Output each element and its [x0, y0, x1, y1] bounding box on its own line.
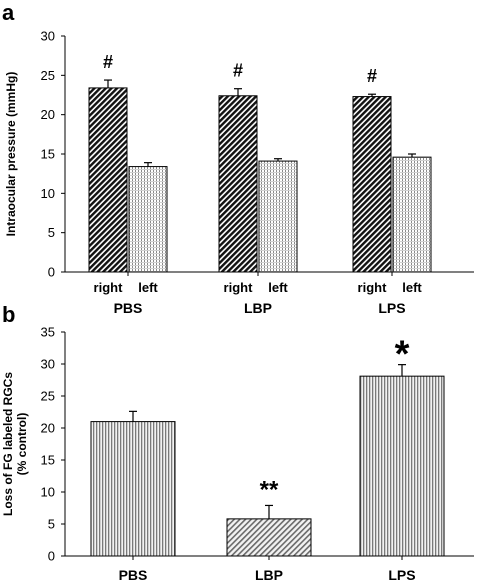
a-sublabel: left	[402, 280, 422, 295]
a-y-tick-label: 10	[41, 186, 55, 201]
a-y-axis-label: Intraocular pressure (mmHg)	[4, 72, 18, 237]
panel-b-letter: b	[2, 302, 15, 327]
b-bar	[226, 518, 312, 557]
b-significance-mark: *	[395, 334, 410, 376]
a-sublabel: right	[94, 280, 124, 295]
b-bar	[359, 375, 445, 557]
b-y-tick-label: 35	[41, 325, 55, 340]
b-y-tick-label: 15	[41, 453, 55, 468]
a-bar-left	[392, 156, 432, 273]
a-bar-right	[352, 96, 392, 273]
panel-a-letter: a	[2, 0, 15, 25]
b-bar	[90, 421, 176, 557]
a-sublabel: left	[138, 280, 158, 295]
a-significance-mark: #	[103, 52, 113, 72]
b-category-label: LPS	[388, 567, 415, 583]
a-y-tick-label: 5	[48, 225, 55, 240]
a-significance-mark: #	[367, 66, 377, 86]
a-sublabel: right	[358, 280, 388, 295]
a-y-tick-label: 0	[48, 265, 55, 280]
b-y-tick-label: 10	[41, 485, 55, 500]
a-sublabel: right	[224, 280, 254, 295]
a-significance-mark: #	[233, 61, 243, 81]
b-y-tick-label: 20	[41, 421, 55, 436]
panel-b-chart: 0 5 10 15 20 25 30 35 Loss of FG labeled RGCs (% …	[1, 325, 474, 583]
a-y-tick-label: 15	[41, 147, 55, 162]
b-y-tick-label: 30	[41, 357, 55, 372]
a-category-label: LBP	[244, 300, 272, 316]
a-category-label: LPS	[378, 300, 405, 316]
panel-a-chart: 0 5 10 15 20 25 30 Intraocular pressure (mmHg) r…	[4, 29, 474, 316]
b-y-tick-label: 0	[48, 549, 55, 564]
b-category-label: PBS	[119, 567, 148, 583]
a-sublabel: left	[268, 280, 288, 295]
b-y-tick-label: 25	[41, 389, 55, 404]
b-significance-mark: **	[260, 476, 279, 503]
a-bar-left	[128, 166, 168, 273]
a-bar-right	[88, 87, 128, 273]
b-y-tick-label: 5	[48, 517, 55, 532]
a-y-tick-label: 25	[41, 68, 55, 83]
b-category-label: LBP	[255, 567, 283, 583]
a-y-tick-label: 30	[41, 29, 55, 44]
a-category-label: PBS	[114, 300, 143, 316]
a-y-tick-label: 20	[41, 107, 55, 122]
a-bar-right	[218, 95, 258, 273]
a-bar-left	[258, 160, 298, 273]
b-y-axis-label-unit: (% control)	[15, 413, 29, 476]
b-y-axis-label: Loss of FG labeled RGCs	[1, 372, 15, 516]
